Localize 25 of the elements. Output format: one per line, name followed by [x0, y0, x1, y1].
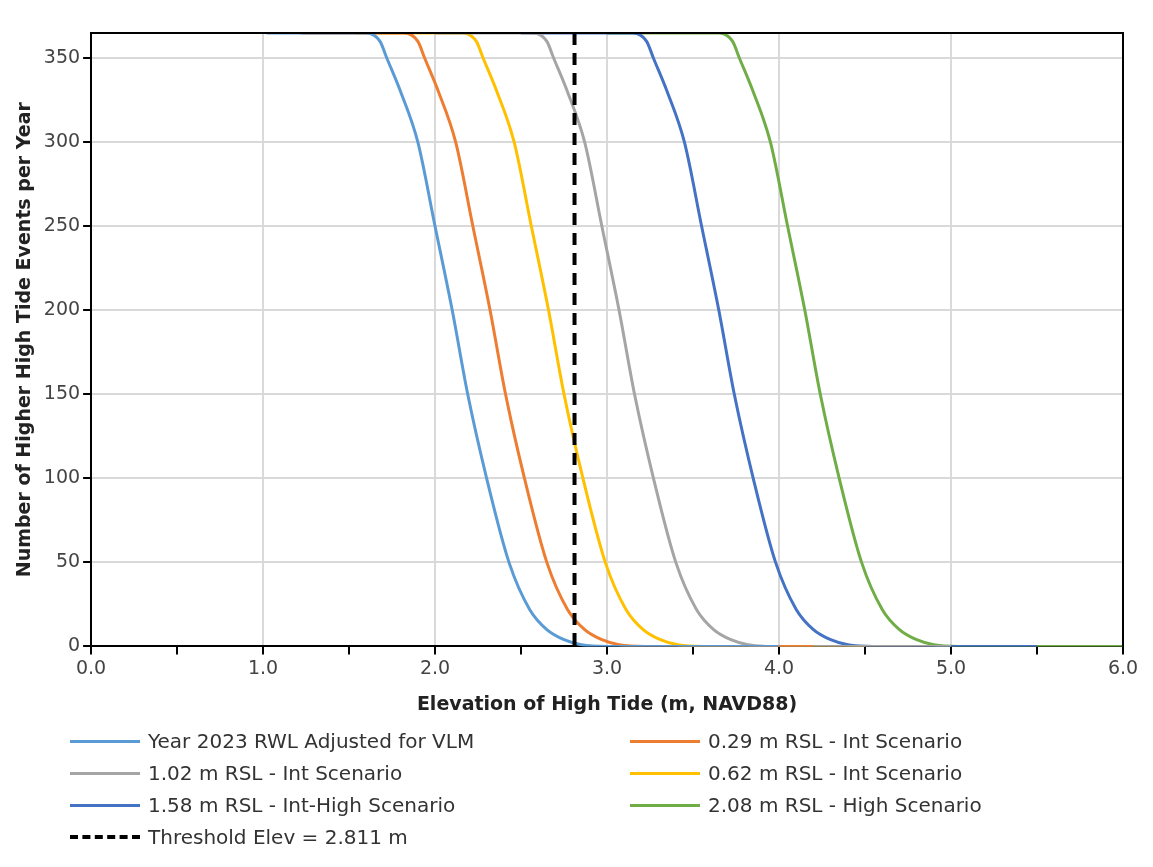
x-tick-label: 3.0: [591, 655, 623, 678]
x-tick-label: 6.0: [1107, 655, 1139, 678]
y-tick-label: 0: [67, 633, 81, 656]
x-axis-title: Elevation of High Tide (m, NAVD88): [416, 691, 798, 714]
y-axis-title: Number of Higher High Tide Events per Year: [12, 101, 35, 578]
x-tick-label: 0.0: [75, 655, 107, 678]
y-tick-label: 300: [43, 129, 81, 152]
legend-label: 1.58 m RSL - Int-High Scenario: [148, 793, 456, 817]
x-tick-label: 2.0: [419, 655, 451, 678]
y-tick-label: 250: [43, 213, 81, 236]
x-tick-label: 5.0: [935, 655, 967, 678]
y-tick-label: 50: [55, 549, 81, 572]
legend-label: Year 2023 RWL Adjusted for VLM: [148, 729, 475, 753]
y-tick-label: 350: [43, 45, 81, 68]
y-tick-label: 100: [43, 465, 81, 488]
legend-label: 0.62 m RSL - Int Scenario: [708, 761, 963, 785]
legend-label: 2.08 m RSL - High Scenario: [708, 793, 982, 817]
x-tick-label: 1.0: [247, 655, 279, 678]
y-tick-label: 150: [43, 381, 81, 404]
y-tick-label: 200: [43, 297, 81, 320]
legend-label: 0.29 m RSL - Int Scenario: [708, 729, 963, 753]
legend-label: Threshold Elev = 2.811 m: [148, 825, 408, 849]
x-tick-label: 4.0: [763, 655, 795, 678]
line-series: [433, 33, 953, 647]
legend-label: 1.02 m RSL - Int Scenario: [148, 761, 403, 785]
